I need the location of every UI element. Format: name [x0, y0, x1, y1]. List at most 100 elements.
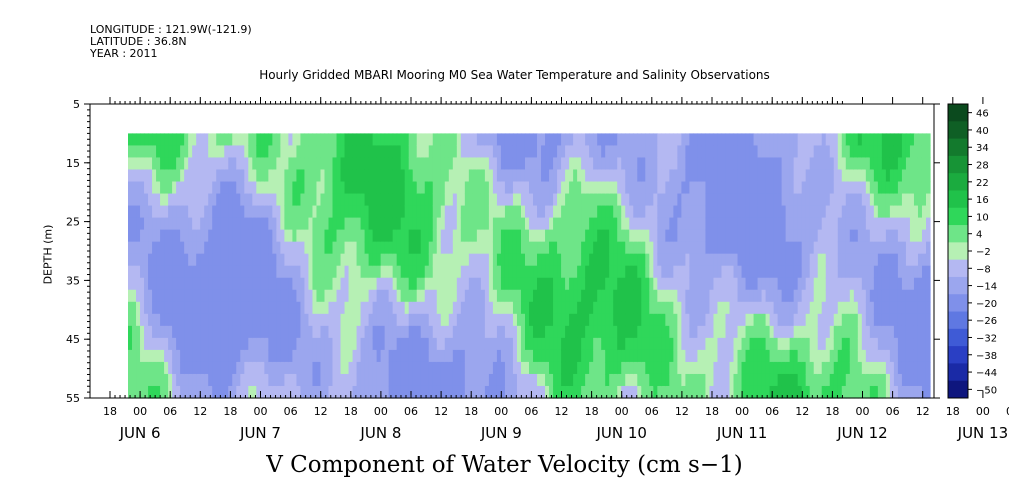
heatmap-cell [749, 313, 755, 327]
heatmap-cell [685, 229, 690, 243]
heatmap-cell [216, 337, 221, 351]
heatmap-cell [837, 289, 843, 303]
heatmap-cell [573, 373, 578, 387]
heatmap-cell [460, 301, 466, 315]
heatmap-cell [504, 265, 510, 279]
heatmap-cell [829, 313, 835, 327]
heatmap-cell [857, 205, 863, 219]
colorbar-swatch [948, 207, 968, 226]
heatmap-cell [520, 361, 526, 375]
heatmap-cell [284, 313, 289, 327]
heatmap-cell [721, 385, 727, 399]
heatmap-cell [472, 157, 478, 171]
longitude-label: LONGITUDE : 121.9W(-121.9) [90, 23, 252, 36]
heatmap-cell [645, 277, 650, 291]
heatmap-cell [805, 169, 811, 183]
heatmap-cell [609, 349, 614, 363]
heatmap-cell [356, 253, 362, 267]
heatmap-cell [280, 193, 285, 207]
heatmap-cell [689, 217, 695, 231]
heatmap-cell [272, 229, 277, 243]
heatmap-cell [773, 181, 779, 195]
heatmap-cell [645, 193, 650, 207]
heatmap-cell [488, 181, 494, 195]
heatmap-cell [152, 217, 157, 231]
heatmap-cell [789, 169, 795, 183]
heatmap-cell [637, 289, 642, 303]
heatmap-cell [721, 301, 727, 315]
heatmap-cell [693, 361, 699, 375]
heatmap-cell [152, 169, 157, 183]
heatmap-cell [488, 277, 494, 291]
heatmap-cell [332, 133, 338, 147]
heatmap-cell [641, 373, 646, 387]
heatmap-cell [140, 181, 145, 195]
heatmap-cell [857, 265, 863, 279]
heatmap-cell [613, 337, 618, 351]
heatmap-cell [144, 133, 149, 147]
x-hour-label: 18 [344, 405, 358, 418]
heatmap-cell [681, 361, 686, 375]
heatmap-cell [537, 277, 542, 291]
heatmap-cell [877, 313, 883, 327]
heatmap-cell [877, 181, 883, 195]
heatmap-cell [621, 313, 626, 327]
heatmap-cell [577, 193, 582, 207]
heatmap-cell [601, 373, 606, 387]
heatmap-cell [432, 301, 438, 315]
heatmap-cell [128, 145, 133, 159]
heatmap-cell [512, 337, 518, 351]
heatmap-cell [332, 337, 338, 351]
heatmap-cell [304, 385, 310, 399]
heatmap-cell [380, 181, 386, 195]
heatmap-cell [749, 241, 755, 255]
heatmap-cell [228, 253, 233, 267]
heatmap-cell [272, 265, 277, 279]
heatmap-cell [897, 325, 903, 339]
heatmap-cell [140, 193, 145, 207]
heatmap-cell [649, 265, 654, 279]
heatmap-cell [565, 169, 570, 183]
heatmap-cell [432, 277, 438, 291]
heatmap-cell [192, 205, 197, 219]
heatmap-cell [721, 217, 727, 231]
heatmap-cell [440, 349, 446, 363]
heatmap-cell [212, 217, 217, 231]
heatmap-cell [160, 229, 165, 243]
heatmap-cell [316, 277, 322, 291]
heatmap-cell [733, 169, 739, 183]
heatmap-cell [136, 337, 141, 351]
heatmap-cell [797, 313, 803, 327]
heatmap-cell [288, 169, 294, 183]
heatmap-cell [857, 217, 863, 231]
heatmap-cell [685, 169, 690, 183]
heatmap-cell [661, 373, 666, 387]
heatmap-cell [140, 157, 145, 171]
heatmap-cell [893, 373, 899, 387]
heatmap-cell [524, 169, 530, 183]
heatmap-cell [805, 373, 811, 387]
heatmap-cell [917, 373, 923, 387]
heatmap-cell [420, 349, 426, 363]
heatmap-cell [228, 337, 233, 351]
heatmap-cell [817, 229, 823, 243]
heatmap-cell [276, 289, 281, 303]
heatmap-cell [861, 169, 867, 183]
heatmap-cell [585, 361, 590, 375]
heatmap-cell [324, 133, 330, 147]
heatmap-cell [565, 337, 570, 351]
heatmap-cell [677, 265, 682, 279]
heatmap-cell [436, 325, 442, 339]
heatmap-cell [649, 205, 654, 219]
heatmap-cell [204, 229, 209, 243]
heatmap-cell [761, 181, 767, 195]
heatmap-cell [380, 169, 386, 183]
heatmap-cell [456, 385, 462, 399]
heatmap-cell [813, 205, 819, 219]
heatmap-cell [769, 133, 775, 147]
heatmap-cell [472, 301, 478, 315]
heatmap-cell [629, 361, 634, 375]
heatmap-cell [468, 157, 474, 171]
heatmap-cell [208, 313, 213, 327]
heatmap-cell [308, 265, 314, 279]
